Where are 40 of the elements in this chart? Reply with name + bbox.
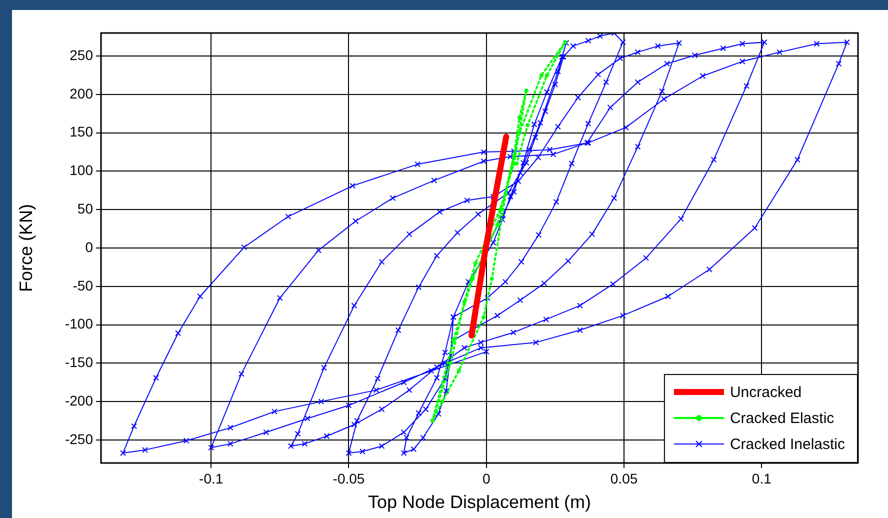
y-tick-label: 0: [85, 238, 94, 255]
point: [498, 208, 502, 212]
y-tick-label: -150: [64, 354, 94, 370]
point: [495, 222, 500, 227]
y-tick-label: 50: [77, 200, 94, 216]
point: [462, 300, 466, 304]
legend-label: Cracked Elastic: [730, 410, 835, 428]
x-tick-label: 0.05: [610, 470, 638, 486]
point: [539, 73, 544, 78]
point: [440, 400, 444, 404]
x-axis-title: Top Node Displacement (m): [368, 492, 592, 512]
y-tick-label: -50: [72, 277, 94, 294]
point: [473, 261, 478, 266]
y-tick-label: -200: [64, 392, 94, 408]
x-tick-label: 0.1: [752, 470, 772, 486]
legend-label: Cracked Inelastic: [730, 436, 846, 454]
point: [490, 276, 494, 281]
point: [448, 361, 453, 366]
point: [504, 192, 508, 196]
y-tick-label: 150: [70, 124, 94, 140]
point: [517, 115, 522, 120]
point: [456, 368, 461, 373]
x-tick-label: -0.1: [199, 470, 224, 486]
y-tick-label: -250: [64, 430, 94, 447]
point: [524, 88, 528, 93]
point: [526, 123, 530, 128]
y-tick-label: 100: [70, 162, 94, 178]
x-tick-label: -0.05: [332, 470, 365, 486]
y-tick-label: 200: [70, 85, 94, 102]
y-tick-label: 250: [70, 46, 94, 63]
point: [512, 154, 516, 158]
point: [517, 130, 522, 135]
y-axis-title: Force (KN): [16, 204, 36, 292]
legend-label: Uncracked: [730, 384, 802, 402]
point: [514, 162, 519, 166]
y-tick-label: -100: [64, 316, 94, 332]
point: [482, 315, 486, 320]
point: [544, 73, 549, 78]
point: [470, 276, 475, 281]
x-tick-label: 0: [482, 470, 490, 486]
